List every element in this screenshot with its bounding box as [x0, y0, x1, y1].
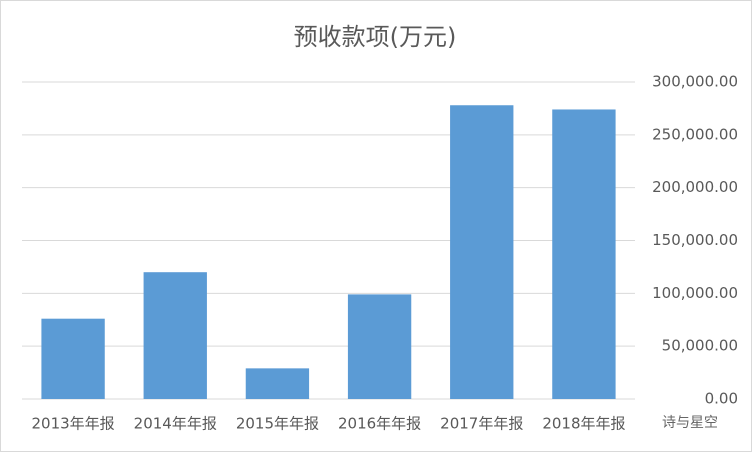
bar [450, 105, 514, 399]
bar [143, 272, 207, 399]
x-tick-label: 2015年年报 [236, 415, 319, 433]
x-tick-label: 2016年年报 [338, 415, 421, 433]
x-tick-label: 2013年年报 [31, 415, 114, 433]
x-tick-label: 2018年年报 [542, 415, 625, 433]
bar [552, 109, 616, 400]
y-tick-label: 50,000.00 [662, 337, 738, 355]
y-tick-label: 250,000.00 [652, 125, 738, 143]
y-tick-label: 100,000.00 [652, 284, 738, 302]
y-tick-label: 0.00 [705, 390, 738, 408]
x-tick-label: 2014年年报 [134, 415, 217, 433]
y-tick-label: 300,000.00 [652, 73, 738, 91]
bar [347, 294, 412, 399]
bar [245, 368, 310, 399]
y-tick-label: 200,000.00 [652, 178, 738, 196]
watermark: 诗与星空 [662, 415, 718, 431]
x-tick-label: 2017年年报 [440, 415, 523, 433]
chart-title: 预收款项(万元) [294, 23, 457, 51]
y-tick-label: 150,000.00 [652, 231, 738, 249]
bar [41, 318, 105, 399]
